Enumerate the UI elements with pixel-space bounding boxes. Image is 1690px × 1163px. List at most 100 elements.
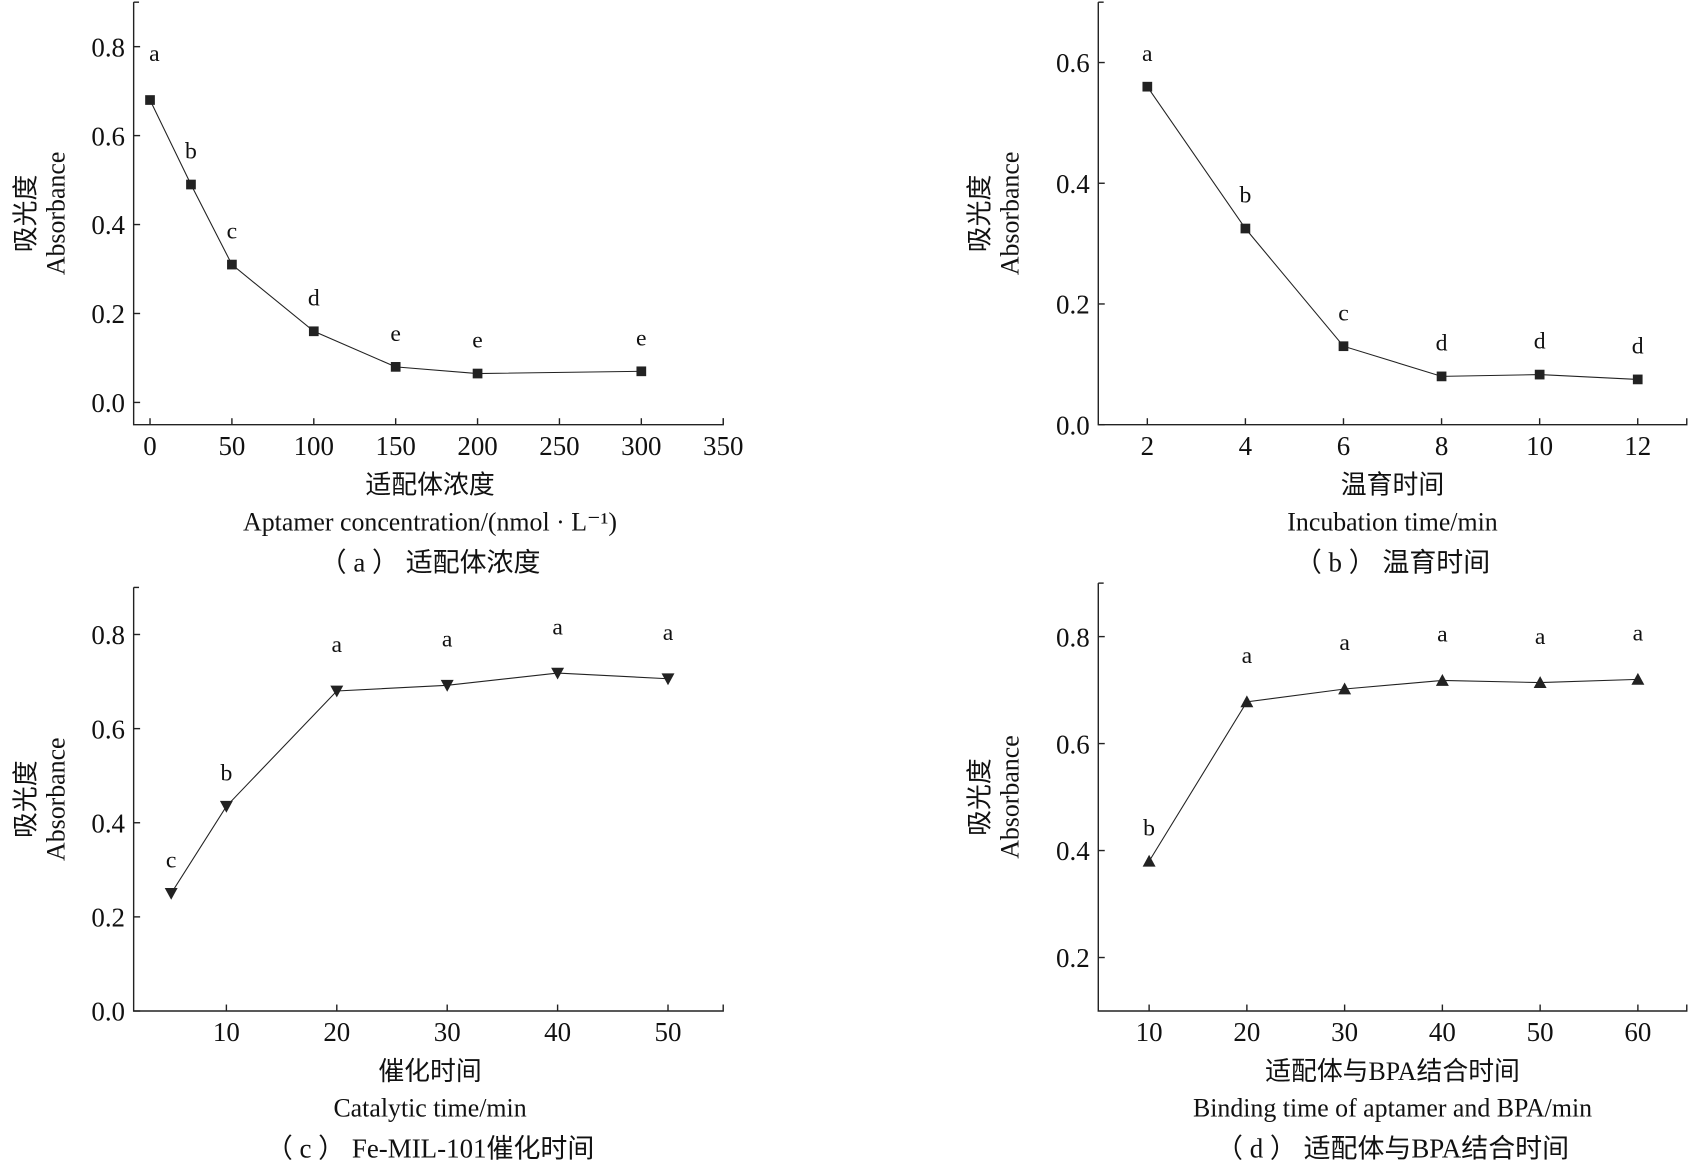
- significance-label: b: [1239, 183, 1251, 209]
- x-axis-label-cn: 催化时间: [378, 1057, 481, 1086]
- x-tick-label: 8: [1435, 431, 1448, 461]
- data-point: [308, 326, 319, 337]
- x-tick-label: 100: [294, 431, 334, 461]
- significance-label: a: [552, 614, 563, 640]
- y-tick-label: 0.8: [1056, 622, 1090, 652]
- data-point: [1142, 81, 1153, 92]
- x-tick-label: 50: [218, 431, 245, 461]
- data-point: [1240, 223, 1251, 234]
- significance-label: d: [1534, 329, 1546, 355]
- axes: [132, 2, 724, 426]
- x-axis-label-en: Aptamer concentration/(nmol · L⁻¹): [243, 507, 617, 536]
- data-point: [472, 368, 483, 379]
- data-point: [661, 673, 675, 686]
- x-tick-label: 20: [323, 1017, 350, 1047]
- significance-label: a: [1339, 630, 1350, 656]
- data-point: [219, 800, 233, 813]
- x-axis-label-cn: 温育时间: [1341, 471, 1444, 500]
- series-line: [1148, 678, 1638, 862]
- significance-label: b: [1143, 815, 1155, 841]
- x-axis-label-en: Catalytic time/min: [333, 1094, 526, 1123]
- y-axis-label-cn: 吸光度: [965, 758, 994, 836]
- y-tick-label: 0.4: [1056, 169, 1090, 199]
- significance-label: d: [308, 285, 320, 311]
- x-tick-label: 30: [1331, 1017, 1358, 1047]
- series-line: [1146, 86, 1638, 380]
- panel-caption: （ a ） 适配体浓度: [320, 547, 541, 577]
- data-point: [186, 179, 196, 190]
- significance-label: e: [390, 321, 401, 347]
- significance-label: e: [472, 328, 483, 354]
- significance-label: a: [1437, 622, 1448, 648]
- x-tick-label: 350: [703, 431, 743, 461]
- y-tick-label: 0.4: [91, 210, 125, 240]
- y-tick-label: 0.8: [91, 32, 125, 62]
- x-tick-label: 4: [1239, 431, 1253, 461]
- x-tick-label: 6: [1337, 431, 1350, 461]
- data-point: [1436, 371, 1447, 382]
- x-tick-label: 200: [457, 431, 497, 461]
- significance-label: a: [332, 632, 343, 658]
- x-tick-label: 30: [434, 1017, 461, 1047]
- x-tick-label: 300: [621, 431, 661, 461]
- x-tick-label: 40: [544, 1017, 571, 1047]
- data-point: [1435, 673, 1449, 686]
- data-point: [1338, 341, 1349, 352]
- y-axis-label-en: Absorbance: [42, 152, 71, 276]
- y-tick-label: 0.2: [91, 903, 125, 933]
- y-axis-label-en: Absorbance: [42, 737, 71, 861]
- y-tick-label: 0.0: [91, 997, 125, 1027]
- y-tick-label: 0.6: [1056, 729, 1090, 759]
- data-point: [1240, 695, 1254, 708]
- significance-label: a: [1242, 643, 1253, 669]
- x-tick-label: 150: [375, 431, 415, 461]
- x-axis-label-en: Incubation time/min: [1287, 507, 1497, 536]
- y-tick-label: 0.4: [1056, 836, 1090, 866]
- x-tick-label: 2: [1141, 431, 1154, 461]
- data-point: [227, 259, 237, 270]
- y-tick-label: 0.6: [1056, 48, 1090, 78]
- data-point: [636, 366, 647, 377]
- panel-caption: （ c ） Fe-MIL-101催化时间: [266, 1134, 594, 1163]
- y-axis-label-en: Absorbance: [996, 152, 1025, 276]
- data-point: [1631, 672, 1645, 685]
- y-axis-label-en: Absorbance: [996, 735, 1025, 859]
- panel-a: 0.0 0.2 0.4 0.6 0.8 0 50 100 150 200 250 300 350 a b c d…: [11, 1, 743, 577]
- data-point: [1338, 682, 1352, 695]
- significance-label: e: [636, 325, 647, 351]
- significance-label: b: [220, 760, 232, 786]
- significance-label: c: [1338, 300, 1349, 326]
- significance-label: c: [227, 219, 238, 245]
- x-tick-label: 0: [143, 431, 156, 461]
- panel-d: 0.2 0.4 0.6 0.8 10 20 30 40 50 60 b a a a a a 吸光度 Absorba…: [965, 582, 1688, 1163]
- significance-label: a: [1535, 624, 1546, 650]
- significance-label: c: [166, 847, 177, 873]
- y-axis-label-cn: 吸光度: [11, 760, 40, 838]
- x-axis-label-cn: 适配体与BPA结合时间: [1265, 1057, 1520, 1086]
- data-point: [164, 887, 178, 900]
- x-tick-label: 40: [1429, 1017, 1456, 1047]
- data-point: [1534, 369, 1545, 380]
- y-axis-label-cn: 吸光度: [965, 175, 994, 253]
- data-point: [1632, 374, 1643, 385]
- x-tick-label: 20: [1233, 1017, 1260, 1047]
- data-point: [551, 667, 565, 680]
- x-tick-label: 10: [213, 1017, 240, 1047]
- axes: [132, 587, 724, 1012]
- y-tick-label: 0.4: [91, 808, 125, 838]
- x-tick-label: 12: [1624, 431, 1651, 461]
- x-tick-label: 50: [655, 1017, 682, 1047]
- panel-caption: （ d ） 适配体与BPA结合时间: [1216, 1134, 1569, 1163]
- x-tick-label: 10: [1136, 1017, 1163, 1047]
- x-axis-label-cn: 适配体浓度: [365, 471, 494, 500]
- data-point: [440, 679, 454, 692]
- axes: [1097, 2, 1688, 426]
- x-tick-label: 250: [539, 431, 579, 461]
- y-tick-label: 0.6: [91, 121, 125, 151]
- panel-c: 0.0 0.2 0.4 0.6 0.8 10 20 30 40 50 c b a a a a 吸光度 Absorb…: [11, 586, 724, 1163]
- x-tick-label: 10: [1526, 431, 1553, 461]
- data-point: [145, 95, 155, 105]
- significance-label: a: [1142, 41, 1153, 67]
- data-point: [1142, 854, 1156, 867]
